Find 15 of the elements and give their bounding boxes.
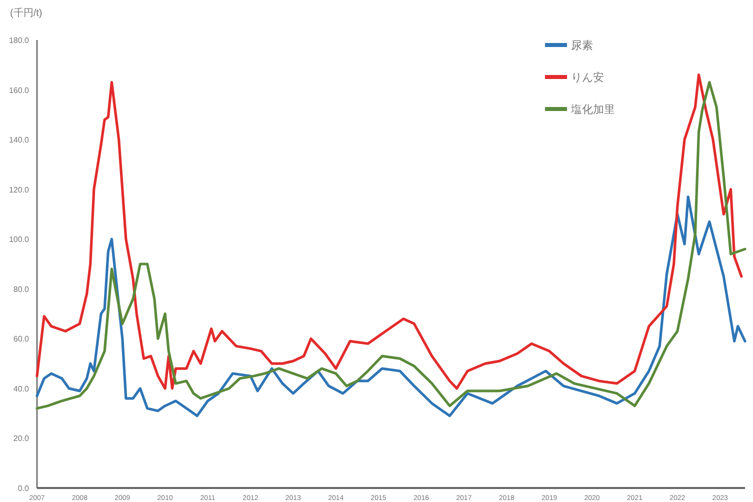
y-tick-label: 100.0 — [8, 235, 30, 244]
y-tick-label: 20.0 — [13, 434, 30, 444]
y-tick-label: 0.0 — [18, 484, 30, 493]
y-tick-label: 140.0 — [8, 136, 30, 145]
y-tick-label: 160.0 — [8, 86, 30, 95]
y-tick-label: 40.0 — [13, 384, 30, 394]
legend-label: りん安 — [571, 71, 604, 84]
legend-label: 塩化加里 — [570, 103, 615, 116]
y-tick-label: 80.0 — [13, 284, 30, 294]
legend-label: 尿素 — [571, 39, 593, 52]
y-tick-label: 180.0 — [8, 36, 30, 45]
y-tick-label: 120.0 — [8, 185, 30, 194]
line-series — [36, 196, 746, 418]
y-axis-title: (千円/t) — [10, 7, 42, 19]
y-tick-label: 60.0 — [13, 334, 30, 344]
